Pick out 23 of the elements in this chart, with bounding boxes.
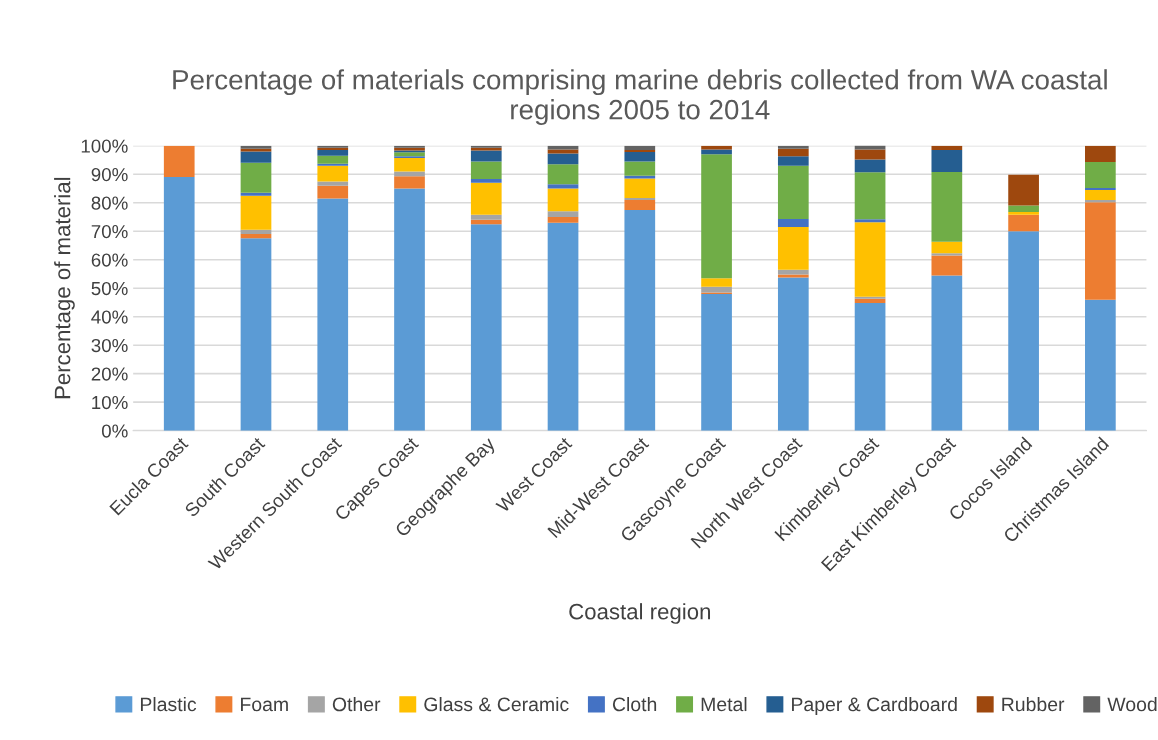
legend-label: Wood	[1107, 696, 1157, 712]
y-tick-label: 60%	[91, 253, 128, 267]
y-axis-title: Percentage of material	[54, 177, 75, 399]
legend-label: Paper & Cardboard	[792, 696, 957, 716]
y-tick-label: 90%	[91, 167, 128, 182]
y-tick-label: 50%	[91, 281, 128, 296]
legend-label: Other	[332, 696, 381, 712]
y-tick-label: 20%	[91, 367, 128, 381]
y-tick-label: 80%	[91, 196, 128, 210]
chart-title: Percentage of materials comprising marine debris collected from WA coastal regions 2005 to 2014	[173, 69, 1107, 126]
legend-label: Metal	[701, 696, 747, 712]
y-tick-label: 10%	[92, 395, 128, 410]
legend-label: Foam	[241, 697, 288, 712]
legend-label: Glass & Ceramic	[424, 696, 569, 712]
y-tick-label: 100%	[81, 139, 128, 153]
y-tick-label: 40%	[91, 310, 128, 324]
y-tick-label: 70%	[91, 224, 128, 239]
legend-label: Cloth	[612, 696, 657, 712]
x-axis-title: Coastal region	[569, 603, 710, 624]
y-tick-label: 0%	[101, 424, 128, 438]
legend-label: Plastic	[140, 696, 197, 712]
y-tick-label: 30%	[91, 338, 128, 353]
legend-label: Rubber	[1002, 696, 1065, 712]
